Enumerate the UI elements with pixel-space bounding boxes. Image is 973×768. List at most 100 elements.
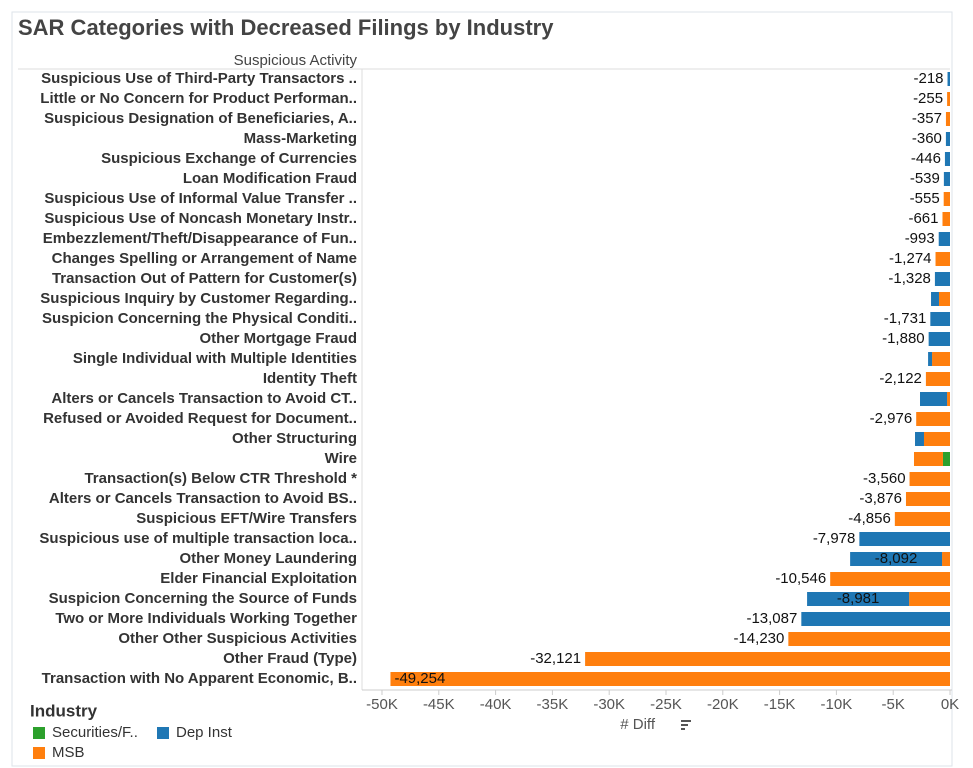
category-label: Suspicious EFT/Wire Transfers [136, 510, 357, 527]
category-label: Suspicion Concerning the Physical Condit… [42, 310, 357, 327]
value-label: -1,880 [882, 330, 925, 347]
category-label: Elder Financial Exploitation [160, 570, 357, 587]
value-label: -2,122 [879, 370, 922, 387]
value-label: -49,254 [394, 670, 445, 687]
bar-segment [934, 272, 950, 286]
category-label: Other Structuring [232, 430, 357, 447]
value-label: -218 [913, 70, 943, 87]
bar-segment [916, 412, 950, 426]
bar-segment [913, 452, 943, 466]
category-label: Refused or Avoided Request for Document.… [43, 410, 357, 427]
value-label: -1,731 [884, 310, 927, 327]
bar-segment [894, 512, 950, 526]
bar-segment [942, 212, 950, 226]
bar-segment [935, 252, 950, 266]
value-label: -3,560 [863, 470, 906, 487]
legend-swatch [33, 747, 45, 759]
value-label: -4,856 [848, 510, 891, 527]
bar-segment [850, 552, 943, 566]
bar-segment [915, 432, 924, 446]
bar-segment [920, 392, 948, 406]
bar-segment [928, 332, 950, 346]
x-tick-label: -25K [650, 696, 682, 713]
category-label: Wire [325, 450, 357, 467]
bar-segment [945, 112, 950, 126]
category-label: Other Mortgage Fraud [199, 330, 357, 347]
legend-label: Securities/F.. [52, 724, 138, 741]
category-label: Suspicious Designation of Beneficiaries,… [44, 110, 357, 127]
category-label: Alters or Cancels Transaction to Avoid C… [51, 390, 357, 407]
bar-segment [859, 532, 950, 546]
category-label: Transaction Out of Pattern for Customer(… [52, 270, 357, 287]
bar-segment [830, 572, 950, 586]
bar-segment [807, 592, 910, 606]
bar-segment [390, 672, 950, 686]
value-label: -7,978 [813, 530, 856, 547]
x-tick-label: -20K [707, 696, 739, 713]
bar-segment [943, 172, 950, 186]
value-label: -3,876 [859, 490, 902, 507]
bar-segment [944, 152, 950, 166]
category-label: Suspicious Use of Informal Value Transfe… [44, 190, 357, 207]
x-tick-label: -40K [480, 696, 512, 713]
sort-icon[interactable] [681, 720, 691, 730]
x-tick-label: -30K [593, 696, 625, 713]
bar-segment [947, 392, 950, 406]
legend-swatch [33, 727, 45, 739]
bar-segment [585, 652, 950, 666]
value-label: -10,546 [775, 570, 826, 587]
category-label: Suspicious Inquiry by Customer Regarding… [40, 290, 357, 307]
category-label: Mass-Marketing [244, 130, 357, 147]
bar-segment [945, 132, 950, 146]
value-label: -357 [912, 110, 942, 127]
bar-segment [938, 232, 950, 246]
x-tick-label: -15K [764, 696, 796, 713]
legend-title: Industry [30, 701, 98, 720]
x-tick-label: -5K [882, 696, 905, 713]
value-label: -14,230 [733, 630, 784, 647]
bar-segment [931, 292, 939, 306]
category-label: Little or No Concern for Product Perform… [40, 90, 357, 107]
bar-segment [909, 592, 950, 606]
bar-segment [943, 192, 950, 206]
value-label: -13,087 [746, 610, 797, 627]
bar-segment [928, 352, 933, 366]
bar-segment [923, 432, 950, 446]
category-label: Other Other Suspicious Activities [118, 630, 357, 647]
x-tick-label: -45K [423, 696, 455, 713]
value-label: -1,328 [888, 270, 931, 287]
value-label: -8,092 [875, 550, 918, 567]
category-label: Transaction with No Apparent Economic, B… [42, 670, 357, 687]
value-label: -446 [911, 150, 941, 167]
legend-swatch [157, 727, 169, 739]
value-label: -1,274 [889, 250, 932, 267]
x-tick-label: -50K [366, 696, 398, 713]
category-label: Suspicious Exchange of Currencies [101, 150, 357, 167]
value-label: -360 [912, 130, 942, 147]
category-label: Suspicious Use of Noncash Monetary Instr… [44, 210, 357, 227]
bar-segment [930, 312, 950, 326]
bar-segment [925, 372, 950, 386]
value-label: -993 [905, 230, 935, 247]
value-label: -555 [910, 190, 940, 207]
value-label: -539 [910, 170, 940, 187]
x-tick-label: -10K [821, 696, 853, 713]
x-axis-label: # Diff [620, 716, 656, 733]
bar-segment [942, 552, 950, 566]
value-label: -2,976 [870, 410, 913, 427]
category-label: Suspicion Concerning the Source of Funds [49, 590, 357, 607]
x-tick-label: 0K [941, 696, 959, 713]
bar-segment [938, 292, 950, 306]
legend-label: Dep Inst [176, 724, 233, 741]
value-label: -255 [913, 90, 943, 107]
bar-segment [942, 452, 950, 466]
bar-segment [947, 92, 950, 106]
value-label: -8,981 [837, 590, 880, 607]
category-label: Alters or Cancels Transaction to Avoid B… [49, 490, 357, 507]
bar-segment [932, 352, 950, 366]
chart-title: SAR Categories with Decreased Filings by… [18, 15, 554, 40]
category-label: Loan Modification Fraud [183, 170, 357, 187]
bar-segment [801, 612, 950, 626]
category-label: Changes Spelling or Arrangement of Name [52, 250, 357, 267]
